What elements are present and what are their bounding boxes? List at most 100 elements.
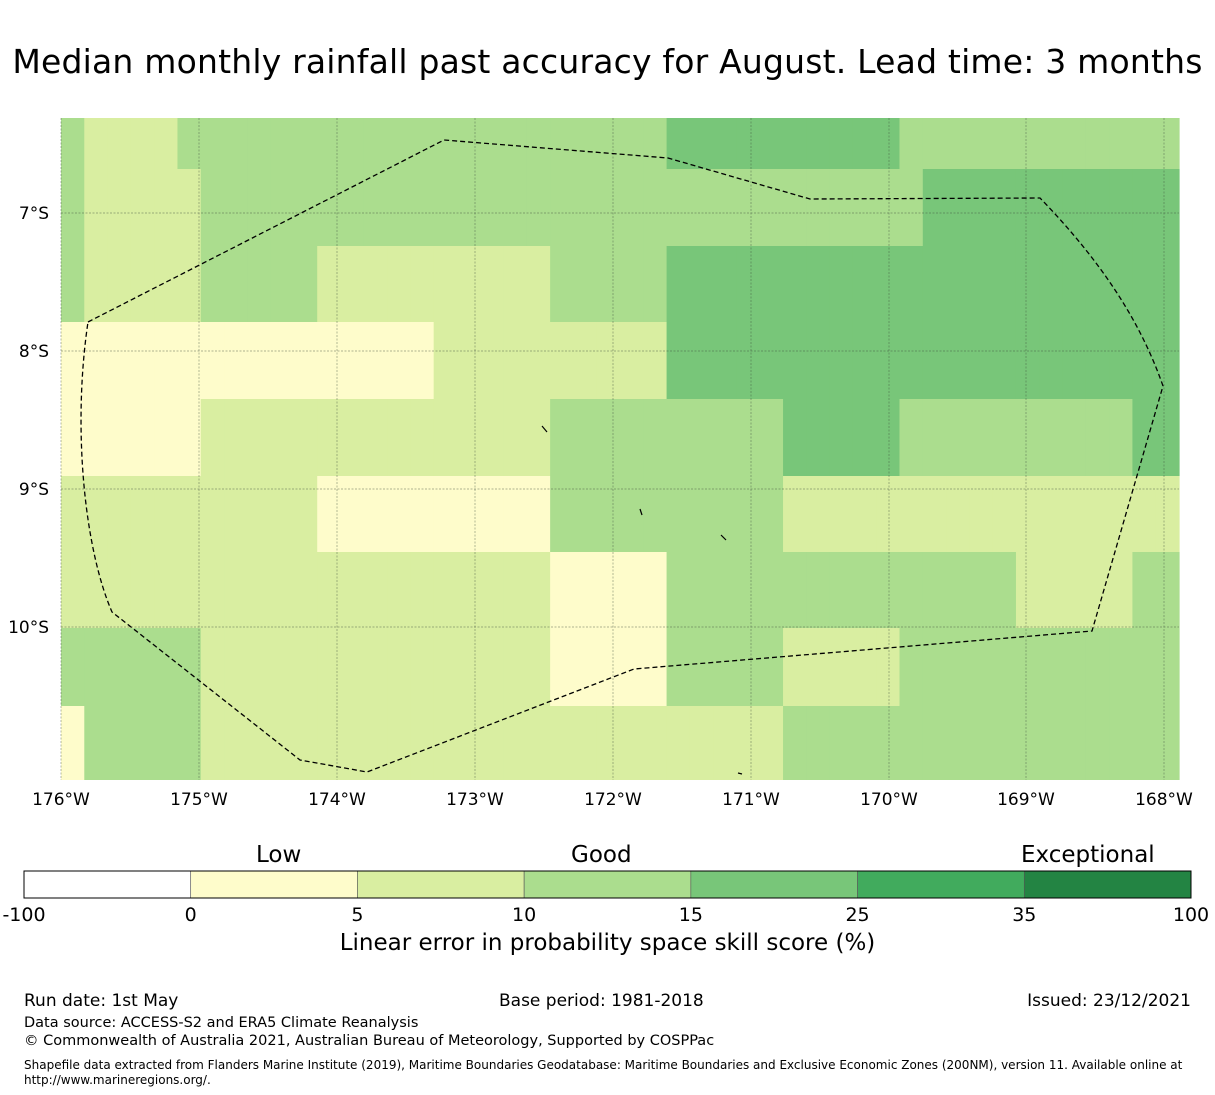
grid-cell [992,118,1017,169]
grid-cell [480,322,505,399]
grid-cell [643,246,668,322]
grid-cell [340,706,365,780]
longitude-tick-label: 172°W [584,790,642,810]
colorbar-tick-label: 25 [845,904,869,926]
skill-grid [61,118,1180,780]
grid-cell [713,706,738,780]
grid-cell [1085,476,1110,552]
grid-cell [899,169,924,246]
longitude-tick-label: 173°W [446,790,504,810]
grid-cell [1062,628,1087,706]
grid-cell [1085,552,1110,628]
grid-cell [643,322,668,399]
grid-cell [154,706,179,780]
grid-cell [969,246,994,322]
grid-cell [783,706,807,780]
grid-cell [270,552,295,628]
grid-cell [130,118,155,169]
grid-cell [899,399,924,476]
grid-cell [410,169,435,246]
grid-cell [247,552,272,628]
grid-cell [1085,246,1110,322]
grid-cell [1062,322,1087,399]
grid-cell [154,552,179,628]
grid-cell [946,706,970,780]
grid-cell [713,399,738,476]
grid-cell [526,552,551,628]
grid-cell [503,246,528,322]
grid-cell [922,118,947,169]
grid-cell [526,628,551,706]
grid-cell [1155,169,1180,246]
grid-cell [480,706,505,780]
grid-cell [107,552,132,628]
colorbar [23,870,1192,899]
grid-cell [293,399,318,476]
grid-cell [806,706,831,780]
grid-cell [829,476,854,552]
grid-cell [456,552,481,628]
grid-cell [829,552,854,628]
grid-cell [84,628,109,706]
grid-cell [363,706,388,780]
grid-cell [224,628,248,706]
grid-cell [247,628,272,706]
longitude-tick-label: 176°W [32,790,90,810]
grid-cell [224,399,248,476]
grid-cell [1062,169,1087,246]
grid-cell [177,118,202,169]
grid-cell [899,476,924,552]
grid-cell [596,246,621,322]
grid-cell [1039,552,1064,628]
grid-cell [433,706,458,780]
grid-cell [1015,322,1040,399]
grid-cell [666,399,691,476]
grid-cell [503,118,528,169]
grid-cell [759,628,784,706]
grid-cell [387,399,411,476]
grid-cell [1109,476,1134,552]
grid-cell [969,399,994,476]
grid-cell [503,322,528,399]
grid-cell [713,476,738,552]
grid-cell [852,476,877,552]
colorbar-swatch [190,870,358,899]
colorbar-tick-label: 0 [185,904,197,926]
grid-cell [736,628,761,706]
grid-cell [1039,118,1064,169]
grid-cell [759,706,784,780]
grid-cell [759,476,784,552]
grid-cell [596,118,621,169]
grid-cell [130,628,155,706]
grid-cell [270,118,295,169]
grid-cell [456,118,481,169]
grid-cell [363,476,388,552]
grid-cell [550,169,575,246]
grid-cell [1132,628,1157,706]
grid-cell [224,246,248,322]
colorbar-tick-labels: -100 0 5 10 15 25 35 100 [2,904,1209,926]
grid-cell [84,322,109,399]
grid-cell [154,246,179,322]
grid-cell [84,118,109,169]
latitude-tick-label: 7°S [19,204,49,224]
grid-cell [992,246,1017,322]
grid-cell [596,322,621,399]
grid-cell [946,118,970,169]
grid-cell [573,706,598,780]
grid-cell [293,476,318,552]
grid-cell [1015,118,1040,169]
colorbar-tick-label: 5 [351,904,363,926]
grid-cell [1015,476,1040,552]
grid-cell [1039,399,1064,476]
grid-cell [1109,118,1134,169]
grid-cell [61,706,85,780]
grid-cell [783,118,807,169]
grid-cell [829,628,854,706]
grid-cell [1109,246,1134,322]
grid-cell [200,552,225,628]
grid-cell [736,476,761,552]
colorbar-swatch [23,870,192,899]
grid-cell [433,322,458,399]
grid-cell [200,322,225,399]
